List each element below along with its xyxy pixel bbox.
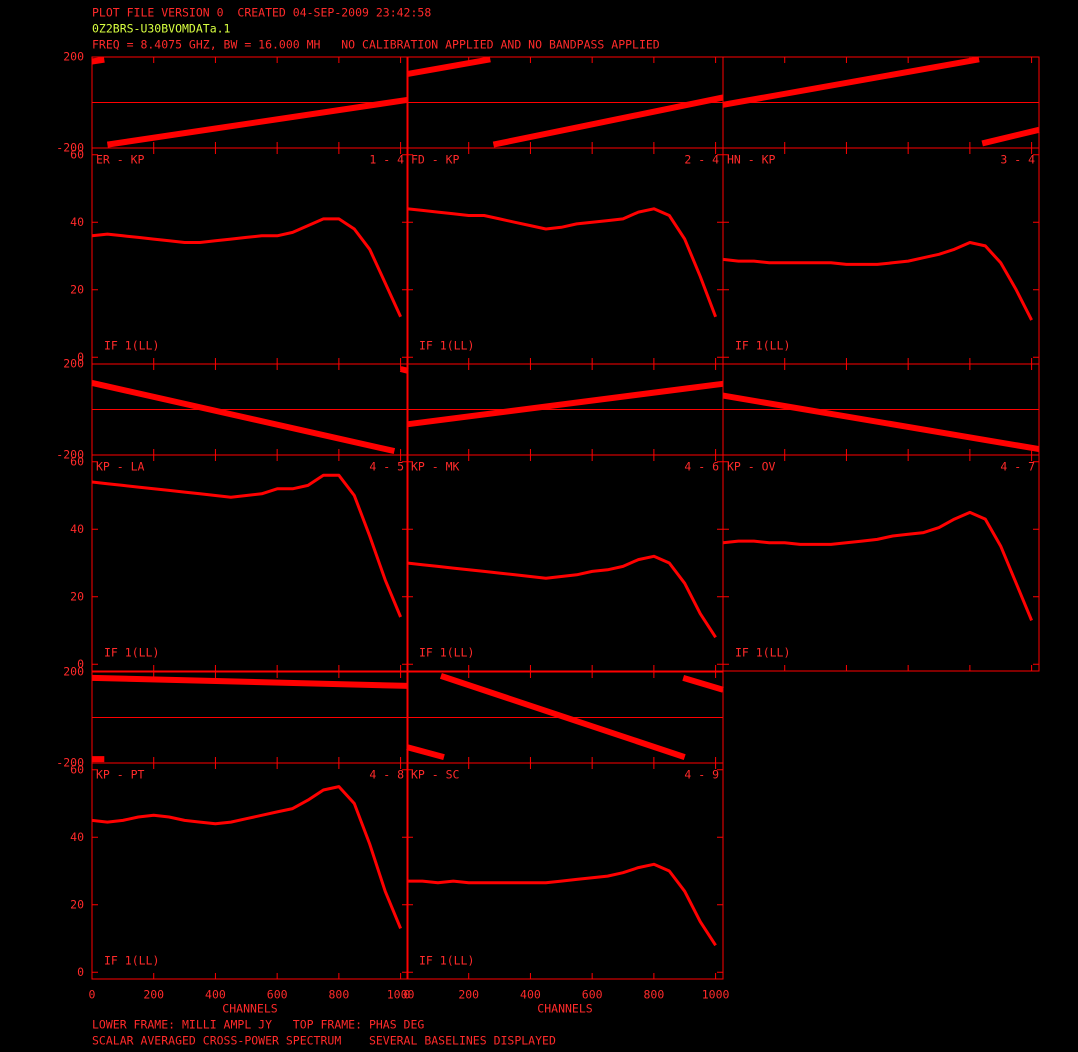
amplitude-frame: [406, 147, 724, 365]
footer-line: LOWER FRAME: MILLI AMPL JY TOP FRAME: PH…: [92, 1018, 424, 1032]
baseline-title: KP - LA: [96, 460, 145, 474]
header-line: FREQ = 8.4075 GHZ, BW = 16.000 MH NO CAL…: [92, 38, 660, 52]
phase-line: [406, 380, 724, 428]
y-tick-label: 200: [63, 50, 84, 64]
y-tick-label: 40: [70, 522, 84, 536]
baseline-label: 2 - 4: [684, 153, 719, 167]
if-annotation: IF 1(LL): [419, 339, 474, 353]
phase-line: [91, 366, 409, 455]
y-tick-label: 0: [77, 965, 84, 979]
x-tick-label: 400: [205, 988, 226, 1002]
amplitude-line: [722, 241, 1033, 321]
baseline-title: KP - MK: [411, 460, 460, 474]
amplitude-frame: [722, 454, 1040, 672]
y-tick-label: 0: [77, 657, 84, 671]
amplitude-line: [406, 554, 717, 639]
baseline-label: 4 - 5: [369, 460, 404, 474]
amplitude-line: [722, 510, 1033, 621]
y-tick-label: 200: [63, 357, 84, 371]
x-tick-label: 400: [520, 988, 541, 1002]
baseline-title: FD - KP: [411, 153, 460, 167]
y-tick-label: 20: [70, 897, 84, 911]
x-tick-label: 0: [404, 988, 411, 1002]
amplitude-line: [91, 473, 402, 618]
phase-line: [91, 56, 409, 148]
amplitude-line: [91, 785, 402, 929]
baseline-title: KP - OV: [727, 460, 776, 474]
x-axis-label: CHANNELS: [222, 1002, 277, 1016]
baseline-label: 1 - 4: [369, 153, 404, 167]
y-tick-label: -200: [56, 448, 84, 462]
y-tick-label: -200: [56, 756, 84, 770]
baseline-label: 4 - 8: [369, 768, 404, 782]
x-tick-label: 200: [458, 988, 479, 1002]
baseline-label: 4 - 9: [684, 768, 719, 782]
x-tick-label: 200: [143, 988, 164, 1002]
amplitude-frame: [406, 762, 724, 980]
x-tick-label: 0: [89, 988, 96, 1002]
x-tick-label: 800: [643, 988, 664, 1002]
y-tick-label: 60: [70, 454, 84, 468]
footer-line: SCALAR AVERAGED CROSS-POWER SPECTRUM SEV…: [92, 1034, 556, 1048]
amplitude-frame: [406, 454, 724, 672]
baseline-label: 4 - 6: [684, 460, 719, 474]
phase-line: [722, 56, 1040, 147]
amplitude-line: [91, 217, 402, 318]
phase-line: [722, 392, 1040, 453]
y-tick-label: 60: [70, 762, 84, 776]
x-tick-label: 800: [328, 988, 349, 1002]
if-annotation: IF 1(LL): [735, 646, 790, 660]
amplitude-line: [406, 207, 718, 318]
if-annotation: IF 1(LL): [735, 339, 790, 353]
phase-line: [91, 674, 409, 763]
x-tick-label: 600: [582, 988, 603, 1002]
baseline-title: ER - KP: [96, 153, 145, 167]
x-axis-label: CHANNELS: [537, 1002, 592, 1016]
y-tick-label: 200: [63, 665, 84, 679]
amplitude-frame: [91, 147, 409, 365]
y-tick-label: 20: [70, 282, 84, 296]
if-annotation: IF 1(LL): [104, 339, 159, 353]
baseline-label: 3 - 4: [1000, 153, 1035, 167]
baseline-title: KP - SC: [411, 768, 460, 782]
if-annotation: IF 1(LL): [419, 646, 474, 660]
x-tick-label: 1000: [387, 988, 415, 1002]
y-tick-label: -200: [56, 141, 84, 155]
y-tick-label: 20: [70, 589, 84, 603]
header-line: PLOT FILE VERSION 0 CREATED 04-SEP-2009 …: [92, 6, 431, 20]
amplitude-line: [407, 862, 717, 947]
baseline-title: KP - PT: [96, 768, 145, 782]
y-tick-label: 60: [70, 147, 84, 161]
y-tick-label: 0: [77, 350, 84, 364]
y-tick-label: 40: [70, 830, 84, 844]
if-annotation: IF 1(LL): [104, 646, 159, 660]
header-line: 0Z2BRS-U30BVOMDATa.1: [92, 22, 231, 36]
phase-line: [406, 56, 724, 148]
amplitude-frame: [722, 147, 1040, 365]
x-tick-label: 1000: [702, 988, 730, 1002]
amplitude-frame: [91, 762, 409, 980]
baseline-title: HN - KP: [727, 153, 776, 167]
if-annotation: IF 1(LL): [104, 954, 159, 968]
baseline-label: 4 - 7: [1000, 460, 1035, 474]
phase-line: [406, 673, 724, 760]
if-annotation: IF 1(LL): [419, 954, 474, 968]
x-tick-label: 600: [267, 988, 288, 1002]
y-tick-label: 40: [70, 215, 84, 229]
